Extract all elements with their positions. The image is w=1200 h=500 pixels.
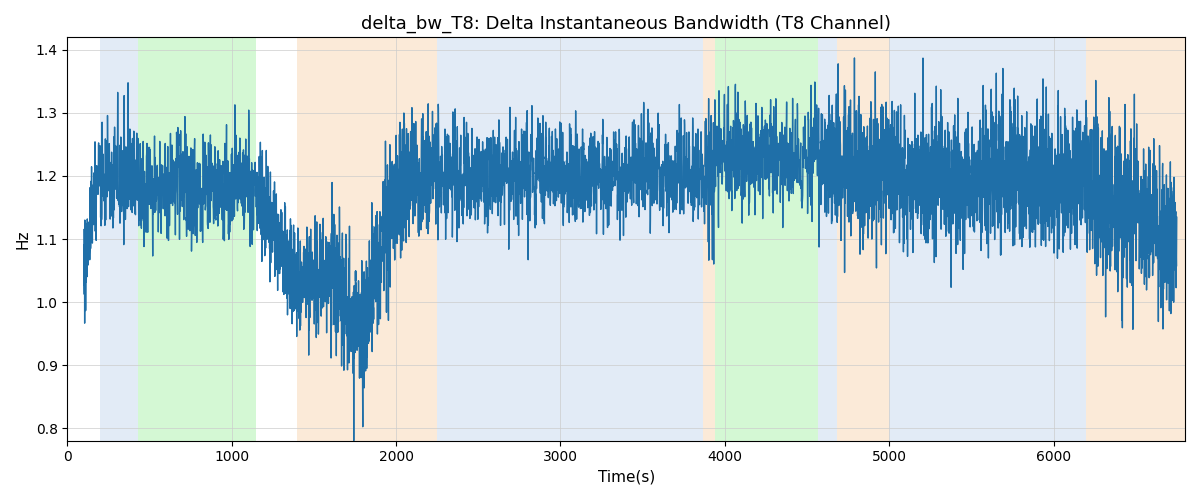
Bar xyxy=(715,38,818,440)
Bar xyxy=(703,38,715,440)
Bar xyxy=(298,38,437,440)
Y-axis label: Hz: Hz xyxy=(16,230,30,249)
Bar xyxy=(1086,38,1184,440)
Bar xyxy=(889,38,1086,440)
Bar xyxy=(138,38,257,440)
Title: delta_bw_T8: Delta Instantaneous Bandwidth (T8 Channel): delta_bw_T8: Delta Instantaneous Bandwid… xyxy=(361,15,892,34)
Bar xyxy=(101,38,138,440)
Bar xyxy=(818,38,836,440)
Bar xyxy=(836,38,889,440)
X-axis label: Time(s): Time(s) xyxy=(598,470,655,485)
Bar xyxy=(437,38,703,440)
